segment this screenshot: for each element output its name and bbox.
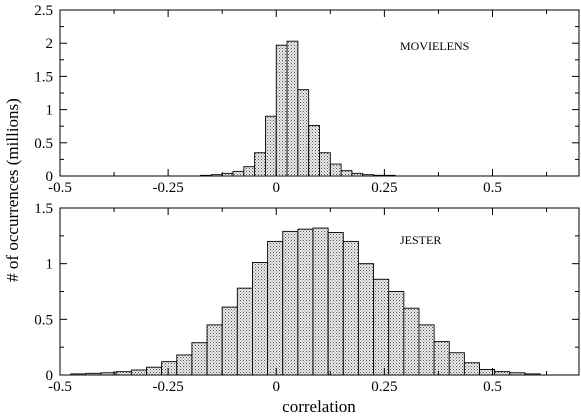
- x-axis-ticks: -0.5 -0.25 0 0.25 0.5: [48, 10, 548, 196]
- y-axis-ticks: 0 0.5 1 1.5: [34, 201, 579, 384]
- histogram-bar: [362, 174, 375, 177]
- histogram-bar: [297, 228, 314, 376]
- histogram-bar: [161, 361, 178, 376]
- x-tick-label: 0: [273, 180, 281, 196]
- y-axis-title: # of occurrences (millions): [3, 98, 22, 282]
- histogram-bar: [275, 44, 288, 177]
- histogram-bar: [351, 172, 364, 177]
- histogram-bar: [236, 287, 253, 376]
- histogram-bar: [388, 291, 405, 376]
- y-tick-label: 1.5: [34, 69, 53, 85]
- histogram-bar: [70, 373, 87, 376]
- y-tick-label: 0.5: [34, 312, 53, 328]
- histogram-bar: [176, 354, 193, 376]
- y-tick-label: 1: [46, 103, 54, 119]
- x-tick-label: 0.25: [371, 379, 397, 395]
- histogram-bar: [243, 166, 256, 177]
- y-tick-label: 1.5: [34, 201, 53, 217]
- y-tick-label: 0: [46, 169, 54, 185]
- histogram-bar: [264, 115, 277, 177]
- y-tick-label: 1: [46, 257, 54, 273]
- histogram-bar: [509, 372, 526, 376]
- panel-annotation: JESTER: [400, 233, 441, 247]
- histogram-bar: [403, 307, 420, 376]
- histogram-bar: [329, 163, 342, 177]
- histogram-bar: [221, 172, 234, 177]
- histogram-bars: [70, 227, 541, 376]
- histogram-bar: [383, 174, 396, 177]
- histogram-bar: [448, 352, 465, 376]
- histogram-bar: [252, 262, 269, 376]
- x-tick-label: 0.5: [483, 180, 502, 196]
- histogram-bar: [373, 174, 385, 177]
- histogram-bar: [200, 174, 212, 177]
- y-tick-label: 2.5: [34, 3, 53, 19]
- histogram-bar: [340, 170, 353, 177]
- histogram-bar: [130, 369, 147, 376]
- histogram-bar: [267, 240, 284, 376]
- x-tick-label: 0.5: [483, 379, 502, 395]
- jester-panel: -0.5 -0.25 0 0.25 0.5 0 0.5 1 1.5 JESTER: [34, 201, 580, 395]
- y-tick-label: 0.5: [34, 136, 53, 152]
- histogram-bar: [115, 371, 132, 376]
- x-tick-label: -0.25: [153, 379, 184, 395]
- histogram-bar: [433, 341, 450, 376]
- histogram-bar: [232, 170, 245, 177]
- histogram-bar: [357, 263, 375, 376]
- panel-annotation: MOVIELENS: [400, 39, 469, 53]
- y-axis-ticks: 0 0.5 1 1.5 2 2.5: [34, 3, 579, 185]
- histogram-bar: [494, 371, 511, 376]
- histogram-bar: [282, 230, 299, 376]
- x-tick-label: 0: [273, 379, 281, 395]
- histogram-bar: [312, 227, 329, 376]
- x-tick-label: -0.5: [48, 379, 72, 395]
- x-axis-title: correlation: [282, 397, 356, 416]
- histogram-bar: [463, 362, 480, 376]
- histogram-bar: [210, 174, 223, 177]
- histogram-bar: [221, 306, 238, 376]
- movielens-panel: -0.5 -0.25 0 0.25 0.5 0 0.5 1 1.5 2 2.5 MOVIELENS: [34, 3, 580, 196]
- x-tick-label: -0.5: [48, 180, 72, 196]
- x-axis-ticks: -0.5 -0.25 0 0.25 0.5: [48, 208, 548, 395]
- histogram-bar: [308, 125, 320, 177]
- histogram-bar: [418, 324, 435, 376]
- histogram-bar: [327, 232, 344, 376]
- histogram-bar: [286, 40, 299, 177]
- histogram-bar: [319, 152, 331, 177]
- x-tick-label: -0.25: [153, 180, 184, 196]
- histogram-bar: [254, 152, 266, 177]
- histogram-bar: [206, 324, 223, 376]
- histogram-bar: [191, 342, 208, 376]
- histogram-bar: [85, 372, 102, 376]
- y-tick-label: 2: [46, 36, 54, 52]
- x-tick-label: 0.25: [371, 180, 397, 196]
- y-tick-label: 0: [46, 368, 54, 384]
- histogram-bar: [297, 89, 310, 177]
- histogram-bar: [146, 366, 163, 376]
- histogram-bar: [524, 373, 541, 376]
- histogram-bar: [342, 240, 359, 376]
- histogram-bar: [373, 278, 390, 376]
- histogram-bars: [200, 40, 396, 177]
